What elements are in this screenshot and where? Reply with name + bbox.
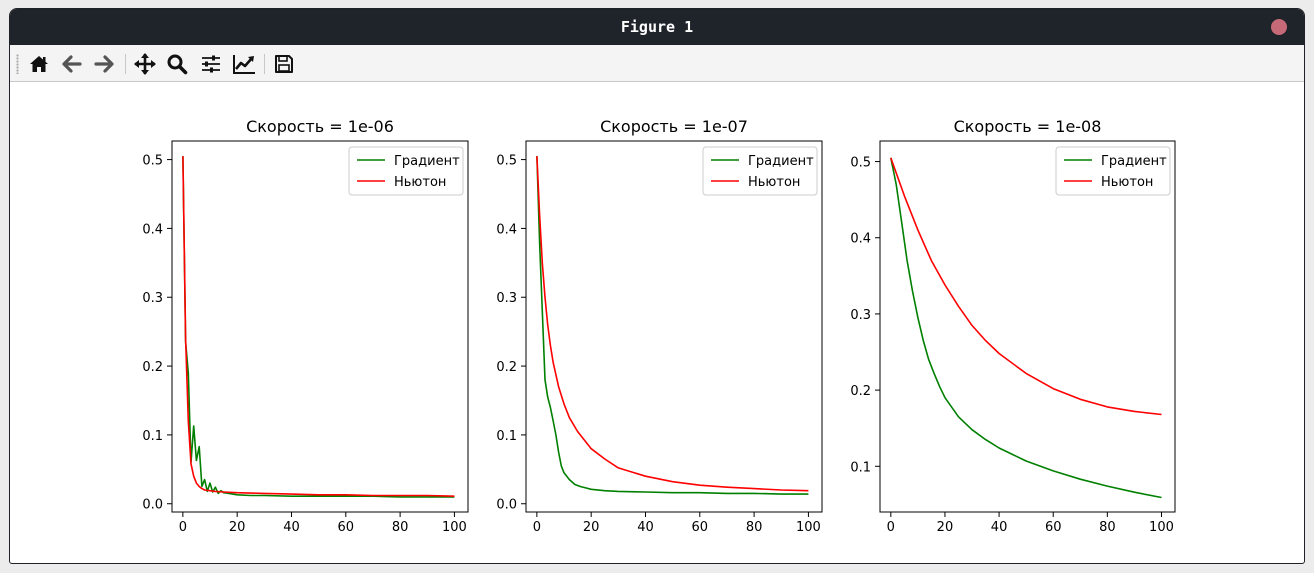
legend-label: Ньютон bbox=[1101, 175, 1153, 190]
series-line-gradient bbox=[536, 156, 809, 495]
y-tick-label: 0.4 bbox=[850, 232, 871, 247]
toolbar bbox=[10, 45, 1304, 82]
y-tick-label: 0.1 bbox=[142, 429, 163, 444]
save-button[interactable] bbox=[271, 51, 297, 77]
title-bar: Figure 1 bbox=[10, 9, 1304, 45]
chart-title: Скорость = 1e-07 bbox=[600, 117, 748, 136]
x-tick-label: 100 bbox=[442, 520, 467, 535]
x-tick-label: 60 bbox=[692, 520, 709, 535]
x-tick-label: 20 bbox=[583, 520, 600, 535]
back-icon bbox=[62, 55, 82, 73]
y-tick-label: 0.2 bbox=[850, 384, 871, 399]
series-line-newton bbox=[890, 157, 1162, 416]
y-tick-label: 0.0 bbox=[142, 498, 163, 513]
series-line-gradient bbox=[890, 157, 1162, 499]
edit-curves-icon bbox=[233, 55, 255, 74]
forward-button[interactable] bbox=[91, 51, 117, 77]
x-tick-label: 0 bbox=[887, 520, 895, 535]
x-tick-label: 40 bbox=[991, 520, 1008, 535]
close-button[interactable] bbox=[1271, 19, 1287, 35]
toolbar-grip-icon[interactable] bbox=[16, 54, 19, 74]
x-tick-label: 0 bbox=[179, 520, 187, 535]
home-button[interactable] bbox=[26, 51, 52, 77]
x-tick-label: 80 bbox=[746, 520, 763, 535]
x-tick-label: 20 bbox=[229, 520, 246, 535]
x-tick-label: 80 bbox=[392, 520, 409, 535]
axes-frame bbox=[525, 140, 823, 513]
legend-label: Градиент bbox=[748, 154, 814, 169]
y-tick-label: 0.0 bbox=[496, 498, 517, 513]
legend-box bbox=[1055, 146, 1171, 196]
zoom-button[interactable] bbox=[164, 51, 190, 77]
y-tick-label: 0.3 bbox=[142, 291, 163, 306]
figure-window: Figure 1 bbox=[9, 8, 1305, 564]
legend-label: Ньютон bbox=[748, 175, 800, 190]
pan-icon bbox=[134, 53, 156, 75]
chart-title: Скорость = 1e-08 bbox=[954, 117, 1102, 136]
home-icon bbox=[30, 56, 48, 72]
x-tick-label: 60 bbox=[1045, 520, 1062, 535]
y-tick-label: 0.1 bbox=[496, 429, 517, 444]
legend-label: Градиент bbox=[1101, 154, 1167, 169]
y-tick-label: 0.1 bbox=[850, 460, 871, 475]
pan-button[interactable] bbox=[132, 51, 158, 77]
y-tick-label: 0.5 bbox=[850, 156, 871, 171]
x-tick-label: 60 bbox=[338, 520, 355, 535]
x-tick-label: 0 bbox=[533, 520, 541, 535]
save-icon bbox=[275, 55, 293, 73]
y-tick-label: 0.2 bbox=[142, 360, 163, 375]
y-tick-label: 0.5 bbox=[142, 154, 163, 169]
plot-area[interactable]: Скорость = 1e-06 0 20 40 60 80 100 0.0 0.1 0.2 0.3… bbox=[10, 82, 1305, 564]
y-tick-label: 0.3 bbox=[496, 291, 517, 306]
legend-label: Ньютон bbox=[394, 175, 446, 190]
x-tick-label: 100 bbox=[1149, 520, 1174, 535]
series-line-newton bbox=[536, 156, 809, 492]
legend-label: Градиент bbox=[394, 154, 460, 169]
zoom-icon bbox=[167, 54, 188, 75]
subplots-icon bbox=[202, 55, 220, 73]
figure-canvas[interactable]: Скорость = 1e-06 0 20 40 60 80 100 0.0 0.1 0.2 0.3… bbox=[10, 82, 1305, 564]
y-tick-label: 0.5 bbox=[496, 154, 517, 169]
x-tick-label: 40 bbox=[283, 520, 300, 535]
x-tick-label: 80 bbox=[1099, 520, 1116, 535]
chart-title: Скорость = 1e-06 bbox=[246, 117, 394, 136]
series-line-gradient bbox=[182, 156, 455, 498]
y-tick-label: 0.4 bbox=[496, 222, 517, 237]
axes-frame bbox=[171, 140, 469, 513]
legend-box bbox=[348, 146, 464, 196]
back-button[interactable] bbox=[59, 51, 85, 77]
x-tick-label: 100 bbox=[796, 520, 821, 535]
series-line-newton bbox=[182, 156, 455, 497]
toolbar-separator bbox=[125, 54, 126, 74]
forward-icon bbox=[94, 55, 114, 73]
x-tick-label: 40 bbox=[637, 520, 654, 535]
x-tick-label: 20 bbox=[937, 520, 954, 535]
y-tick-label: 0.2 bbox=[496, 360, 517, 375]
axes-frame bbox=[879, 140, 1176, 513]
toolbar-separator bbox=[264, 54, 265, 74]
y-tick-label: 0.4 bbox=[142, 222, 163, 237]
edit-curves-button[interactable] bbox=[231, 51, 257, 77]
legend-box bbox=[702, 146, 818, 196]
y-tick-label: 0.3 bbox=[850, 308, 871, 323]
subplots-button[interactable] bbox=[198, 51, 224, 77]
window-title: Figure 1 bbox=[620, 18, 694, 36]
